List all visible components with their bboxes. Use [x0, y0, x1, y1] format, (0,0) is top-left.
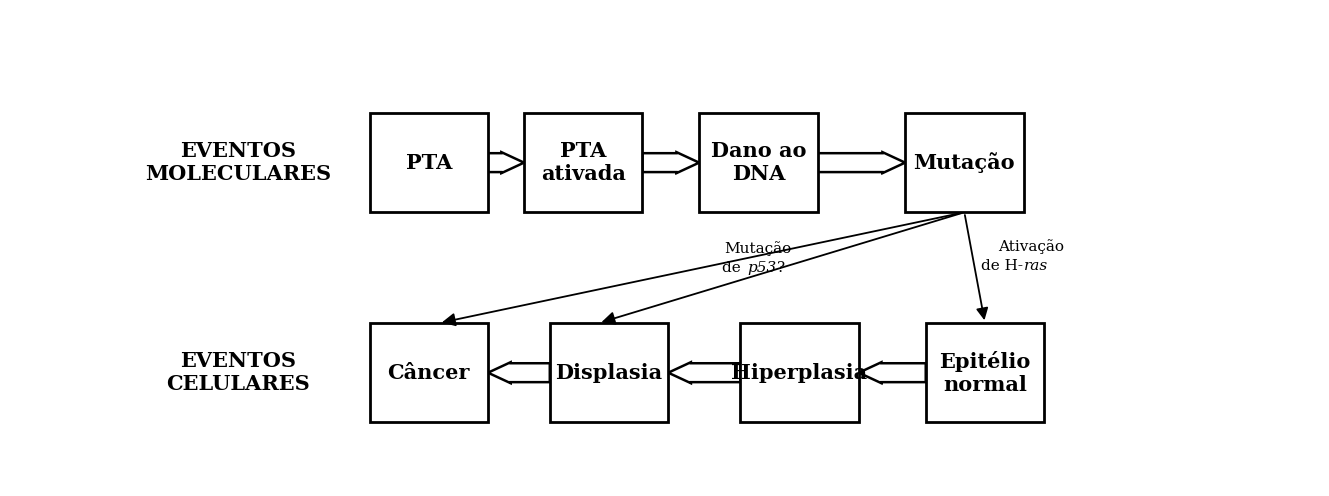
- Text: Hiperplasia: Hiperplasia: [731, 363, 868, 383]
- Polygon shape: [668, 362, 740, 383]
- Bar: [740, 323, 859, 423]
- Bar: [550, 323, 668, 423]
- Bar: [905, 113, 1023, 212]
- Polygon shape: [817, 152, 905, 173]
- Text: ?: ?: [777, 261, 785, 275]
- Polygon shape: [488, 152, 524, 173]
- Text: de: de: [723, 261, 746, 275]
- Bar: [699, 113, 817, 212]
- Polygon shape: [642, 152, 699, 173]
- Polygon shape: [859, 362, 926, 383]
- Text: Ativação: Ativação: [998, 239, 1065, 254]
- Text: Epitélio
normal: Epitélio normal: [940, 351, 1031, 395]
- Text: Mutação: Mutação: [913, 152, 1015, 173]
- Text: p53: p53: [747, 261, 776, 275]
- Bar: [926, 323, 1045, 423]
- Bar: [369, 323, 488, 423]
- Text: PTA
ativada: PTA ativada: [541, 141, 626, 184]
- Text: PTA: PTA: [405, 153, 452, 173]
- Text: EVENTOS
CELULARES: EVENTOS CELULARES: [166, 351, 310, 394]
- Text: Câncer: Câncer: [388, 363, 470, 383]
- Text: de H-: de H-: [981, 259, 1023, 273]
- Text: Mutação: Mutação: [724, 241, 792, 256]
- Text: Dano ao
DNA: Dano ao DNA: [711, 141, 807, 184]
- Bar: [524, 113, 642, 212]
- Bar: [369, 113, 488, 212]
- Text: ras: ras: [1025, 259, 1049, 273]
- Text: EVENTOS
MOLECULARES: EVENTOS MOLECULARES: [145, 141, 331, 184]
- Polygon shape: [488, 362, 550, 383]
- Text: Displasia: Displasia: [556, 363, 663, 383]
